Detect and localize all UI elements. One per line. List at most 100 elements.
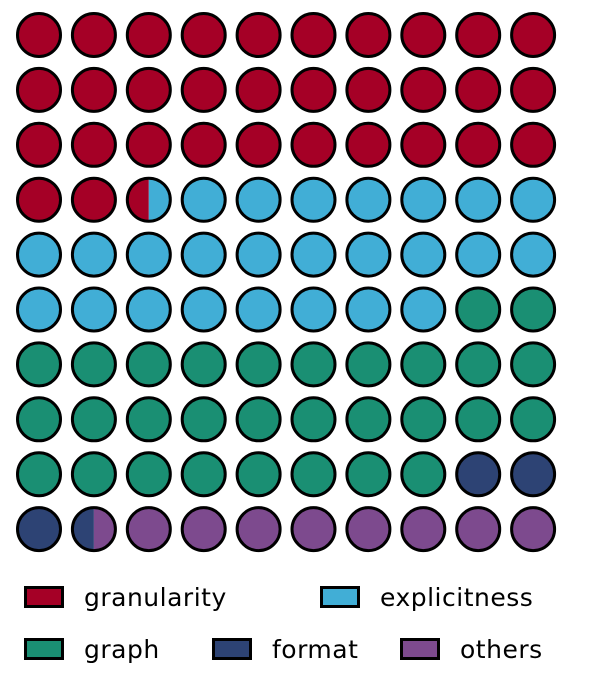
waffle-cell-outline xyxy=(125,341,172,388)
waffle-cell xyxy=(16,121,62,168)
waffle-cell-outline xyxy=(455,121,502,168)
waffle-cell xyxy=(455,451,502,498)
waffle-cell xyxy=(290,506,337,553)
waffle-cell xyxy=(70,12,117,58)
waffle-cell-outline xyxy=(345,396,392,443)
waffle-cell xyxy=(70,286,117,333)
waffle-cell xyxy=(16,286,62,333)
waffle-cell-outline xyxy=(180,176,227,223)
waffle-cell-outline xyxy=(455,176,502,223)
legend-item-granularity: granularity xyxy=(24,580,227,614)
waffle-cell-outline xyxy=(235,286,282,333)
waffle-cell xyxy=(510,506,557,553)
waffle-cell-outline xyxy=(510,341,557,388)
waffle-cell-outline xyxy=(125,396,172,443)
waffle-cell xyxy=(125,66,172,113)
waffle-cell-outline xyxy=(510,451,557,498)
waffle-cell xyxy=(345,121,392,168)
waffle-cell xyxy=(70,66,117,113)
waffle-cell-outline xyxy=(455,66,502,113)
waffle-cell xyxy=(290,451,337,498)
waffle-cell-outline xyxy=(290,121,337,168)
waffle-cell xyxy=(70,341,117,388)
waffle-cell-outline xyxy=(345,341,392,388)
waffle-cell-outline xyxy=(235,66,282,113)
waffle-cell xyxy=(180,176,227,223)
waffle-cell-outline xyxy=(70,286,117,333)
waffle-cell xyxy=(345,341,392,388)
waffle-cell xyxy=(510,451,557,498)
waffle-cell-outline xyxy=(16,12,62,58)
waffle-cell-outline xyxy=(455,506,502,553)
legend-item-graph: graph xyxy=(24,632,160,666)
waffle-cell-outline xyxy=(70,341,117,388)
waffle-cell xyxy=(290,341,337,388)
legend-label-others: others xyxy=(460,634,543,664)
waffle-cell-outline xyxy=(510,396,557,443)
waffle-cell-outline xyxy=(400,12,447,58)
waffle-cell-outline xyxy=(16,286,62,333)
waffle-cell xyxy=(290,231,337,278)
waffle-cell-outline xyxy=(180,12,227,58)
waffle-cell xyxy=(290,66,337,113)
legend-label-explicitness: explicitness xyxy=(380,582,534,612)
waffle-cell xyxy=(180,231,227,278)
waffle-cell xyxy=(180,121,227,168)
waffle-cell-outline xyxy=(235,176,282,223)
waffle-cell-outline xyxy=(345,231,392,278)
waffle-cell-outline xyxy=(455,341,502,388)
waffle-cell xyxy=(510,66,557,113)
legend-item-others: others xyxy=(400,632,543,666)
waffle-cell xyxy=(70,451,117,498)
waffle-cell xyxy=(125,176,172,223)
waffle-cell xyxy=(235,66,282,113)
waffle-cell-outline xyxy=(70,66,117,113)
waffle-cell xyxy=(180,396,227,443)
waffle-cell-outline xyxy=(455,12,502,58)
waffle-cell xyxy=(70,176,117,223)
waffle-cell xyxy=(235,341,282,388)
waffle-cell-outline xyxy=(180,66,227,113)
waffle-cell-outline xyxy=(70,396,117,443)
waffle-cell-outline xyxy=(510,231,557,278)
waffle-cell-outline xyxy=(235,12,282,58)
waffle-cell xyxy=(180,66,227,113)
waffle-cell xyxy=(345,231,392,278)
waffle-cell-outline xyxy=(16,506,62,553)
waffle-cell xyxy=(510,396,557,443)
waffle-cell-outline xyxy=(290,341,337,388)
legend-swatch-others xyxy=(400,638,440,660)
waffle-cell xyxy=(235,506,282,553)
waffle-cell xyxy=(455,341,502,388)
waffle-cell-outline xyxy=(70,121,117,168)
waffle-cell-outline xyxy=(70,176,117,223)
waffle-cell-outline xyxy=(16,451,62,498)
waffle-cell-outline xyxy=(180,231,227,278)
waffle-cell-outline xyxy=(16,121,62,168)
waffle-cell xyxy=(70,506,117,553)
waffle-cell-outline xyxy=(180,506,227,553)
waffle-cell-outline xyxy=(235,396,282,443)
waffle-cell xyxy=(400,176,447,223)
waffle-cell-outline xyxy=(510,121,557,168)
waffle-cell-outline xyxy=(400,231,447,278)
waffle-cell-outline xyxy=(400,341,447,388)
waffle-cell-outline xyxy=(400,121,447,168)
waffle-cell-outline xyxy=(510,506,557,553)
legend-label-graph: graph xyxy=(84,634,160,664)
waffle-cell xyxy=(125,231,172,278)
waffle-cell xyxy=(455,231,502,278)
waffle-cell-outline xyxy=(16,396,62,443)
waffle-cell xyxy=(290,176,337,223)
waffle-cell-outline xyxy=(400,396,447,443)
waffle-cell xyxy=(290,12,337,58)
waffle-cell xyxy=(290,286,337,333)
waffle-cell-outline xyxy=(345,286,392,333)
waffle-cell-outline xyxy=(70,231,117,278)
waffle-cell xyxy=(235,12,282,58)
waffle-cell xyxy=(455,506,502,553)
waffle-fill-granularity xyxy=(127,178,149,222)
waffle-cell xyxy=(400,451,447,498)
waffle-cell-outline xyxy=(290,506,337,553)
waffle-cell xyxy=(400,341,447,388)
